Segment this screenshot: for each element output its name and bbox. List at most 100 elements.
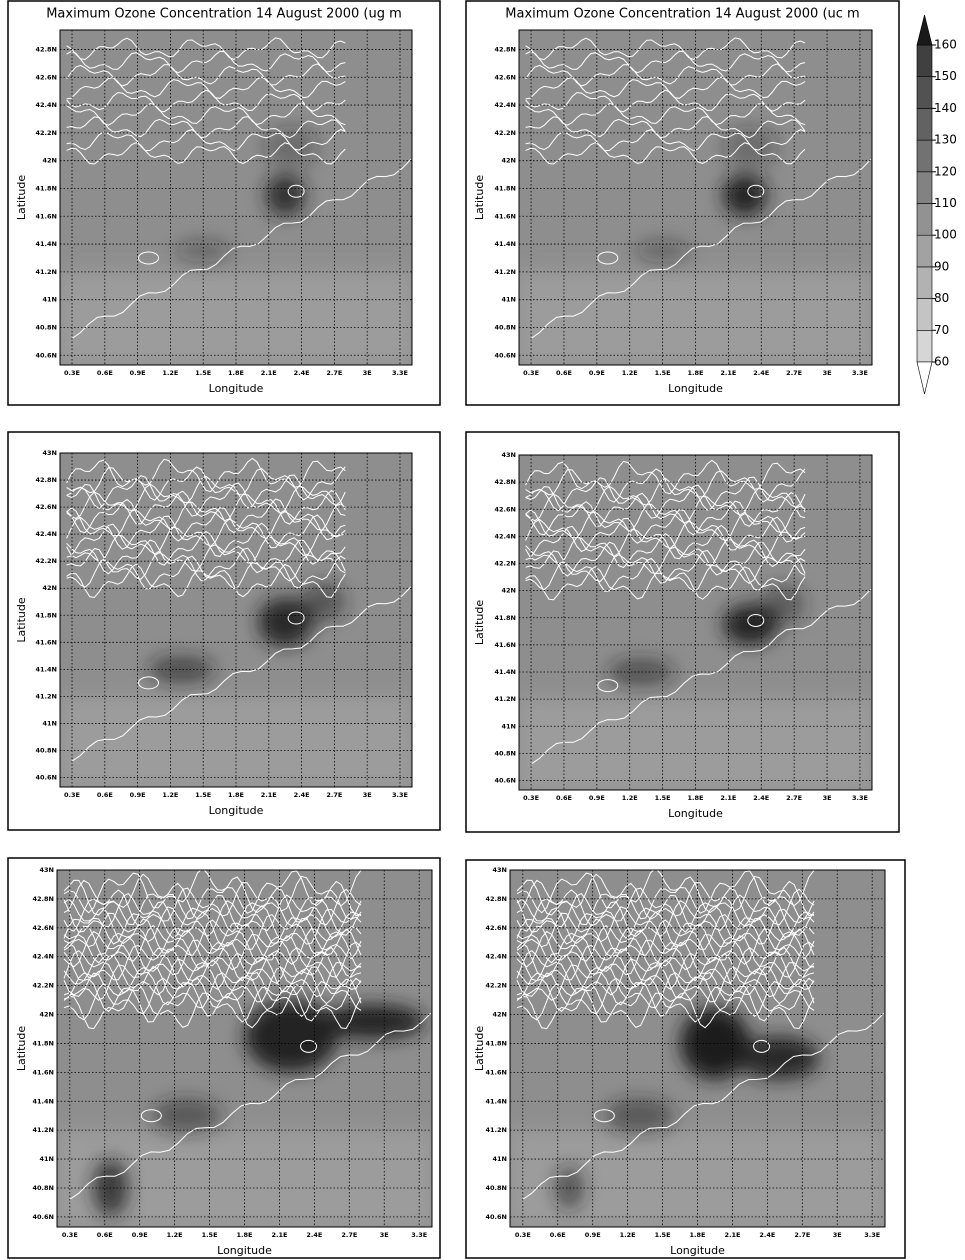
y-tick-label: 42.8N xyxy=(33,895,54,903)
y-tick-label: 41.2N xyxy=(33,1126,54,1134)
colorbar-tick-label: 140 xyxy=(934,101,957,115)
x-tick-label: 2.4E xyxy=(306,1231,322,1239)
x-tick-label: 1.8E xyxy=(688,369,704,377)
x-tick-label: 3E xyxy=(363,791,372,799)
x-tick-label: 2.4E xyxy=(759,1231,775,1239)
field-south xyxy=(519,699,872,790)
y-tick-label: 41.8N xyxy=(36,184,57,192)
x-tick-label: 1.2E xyxy=(622,369,638,377)
y-tick-label: 40.8N xyxy=(486,1184,507,1192)
colorbar-band xyxy=(917,267,932,299)
x-axis-label: Longitude xyxy=(209,804,264,817)
colorbar-tick-label: 160 xyxy=(934,38,957,52)
colorbar-band xyxy=(917,140,932,172)
y-tick-label: 42.4N xyxy=(495,532,516,540)
colorbar-band xyxy=(917,330,932,362)
colorbar-band xyxy=(917,45,932,77)
colorbar-tick-label: 130 xyxy=(934,133,957,147)
y-tick-label: 42.8N xyxy=(36,45,57,53)
concentration-area xyxy=(723,126,778,168)
x-tick-label: 2.7E xyxy=(786,794,802,802)
y-axis-label: Latitude xyxy=(473,175,486,221)
y-tick-label: 42.2N xyxy=(495,129,516,137)
y-tick-label: 41N xyxy=(502,296,517,304)
y-tick-label: 41N xyxy=(40,1155,55,1163)
x-tick-label: 2.7E xyxy=(326,369,342,377)
colorbar-tick-label: 80 xyxy=(934,291,949,305)
x-tick-label: 0.9E xyxy=(130,791,146,799)
y-tick-label: 40.6N xyxy=(495,351,516,359)
y-axis-label: Latitude xyxy=(15,597,28,643)
y-tick-label: 41.4N xyxy=(495,668,516,676)
x-tick-label: 1.5E xyxy=(655,1231,671,1239)
concentration-area xyxy=(738,1036,820,1079)
x-tick-label: 1.2E xyxy=(620,1231,636,1239)
x-tick-label: 3E xyxy=(823,794,832,802)
x-axis-label: Longitude xyxy=(668,807,723,820)
x-tick-label: 1.5E xyxy=(195,791,211,799)
y-tick-label: 42.8N xyxy=(36,476,57,484)
x-tick-label: 1.8E xyxy=(690,1231,706,1239)
y-tick-label: 40.6N xyxy=(36,351,57,359)
colorbar-tick-label: 120 xyxy=(934,164,957,178)
x-tick-label: 0.9E xyxy=(589,369,605,377)
x-tick-label: 2.1E xyxy=(720,369,736,377)
x-tick-label: 2.4E xyxy=(294,369,310,377)
y-tick-label: 41.8N xyxy=(33,1039,54,1047)
x-tick-label: 1.2E xyxy=(162,791,178,799)
y-tick-label: 41N xyxy=(502,722,517,730)
x-axis-label: Longitude xyxy=(217,1244,272,1257)
x-tick-label: 0.6E xyxy=(550,1231,566,1239)
field xyxy=(57,868,432,1227)
y-tick-label: 41.4N xyxy=(36,240,57,248)
x-tick-label: 0.3E xyxy=(515,1231,531,1239)
y-tick-label: 40.8N xyxy=(495,323,516,331)
x-tick-label: 0.6E xyxy=(97,369,113,377)
x-tick-label: 0.9E xyxy=(585,1231,601,1239)
x-tick-label: 0.3E xyxy=(64,369,80,377)
y-tick-label: 42.2N xyxy=(495,560,516,568)
x-tick-label: 2.1E xyxy=(271,1231,287,1239)
y-tick-label: 42.6N xyxy=(36,503,57,511)
x-tick-label: 2.4E xyxy=(753,369,769,377)
x-tick-label: 2.7E xyxy=(786,369,802,377)
figure: 0.3E 0.6E 0.9E 1.2E 1.5E 1.8E 2.1E 2.4E 2.7E 3E 3.… xyxy=(0,0,965,1260)
x-tick-label: 0.3E xyxy=(523,369,539,377)
y-tick-label: 42.6N xyxy=(486,924,507,932)
x-tick-label: 0.6E xyxy=(97,791,113,799)
y-tick-label: 42N xyxy=(502,587,517,595)
y-tick-label: 41.2N xyxy=(495,695,516,703)
x-tick-label: 1.2E xyxy=(622,794,638,802)
x-tick-label: 2.7E xyxy=(326,791,342,799)
y-tick-label: 43N xyxy=(493,866,508,874)
x-tick-label: 2.7E xyxy=(341,1231,357,1239)
y-tick-label: 41.2N xyxy=(486,1126,507,1134)
y-tick-label: 41.8N xyxy=(495,614,516,622)
y-tick-label: 42.6N xyxy=(36,73,57,81)
x-tick-label: 0.6E xyxy=(556,369,572,377)
y-tick-label: 41.4N xyxy=(36,665,57,673)
y-tick-label: 41.8N xyxy=(486,1039,507,1047)
y-tick-label: 41N xyxy=(493,1155,508,1163)
colorbar-band xyxy=(917,108,932,140)
y-tick-label: 40.8N xyxy=(495,749,516,757)
y-tick-label: 42.2N xyxy=(36,129,57,137)
y-tick-label: 40.6N xyxy=(486,1213,507,1221)
y-tick-label: 42.8N xyxy=(486,895,507,903)
y-tick-label: 41.4N xyxy=(486,1097,507,1105)
colorbar-band xyxy=(917,235,932,267)
y-tick-label: 41.6N xyxy=(33,1068,54,1076)
x-axis-label: Longitude xyxy=(670,1244,725,1257)
y-tick-label: 42N xyxy=(43,584,58,592)
concentration-area xyxy=(302,581,346,622)
x-tick-label: 3.3E xyxy=(852,369,868,377)
y-tick-label: 40.6N xyxy=(33,1213,54,1221)
x-tick-label: 3.3E xyxy=(864,1231,880,1239)
x-tick-label: 3E xyxy=(380,1231,389,1239)
x-tick-label: 0.9E xyxy=(130,369,146,377)
x-tick-label: 1.2E xyxy=(167,1231,183,1239)
